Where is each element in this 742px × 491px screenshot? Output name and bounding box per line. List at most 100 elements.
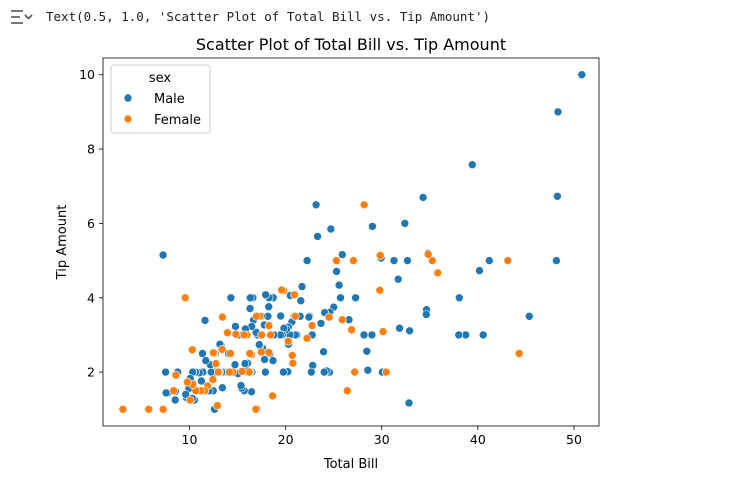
point-male	[198, 349, 207, 358]
point-male	[553, 107, 563, 117]
point-female	[226, 349, 235, 358]
point-male	[158, 250, 168, 260]
point-male	[230, 360, 240, 370]
point-male	[454, 330, 464, 340]
point-male	[404, 398, 414, 408]
point-male	[577, 70, 587, 79]
point-female	[217, 345, 227, 354]
point-male	[181, 390, 190, 399]
legend-label-male: Male	[154, 92, 185, 107]
point-female	[349, 256, 358, 265]
point-female	[375, 251, 385, 260]
point-female	[347, 325, 356, 335]
point-male	[261, 290, 270, 300]
point-male	[319, 367, 329, 377]
point-male	[260, 355, 269, 364]
x-tick-label: 30	[374, 432, 390, 447]
point-male	[316, 319, 326, 328]
point-male	[336, 293, 345, 303]
point-male	[359, 330, 369, 340]
point-male	[261, 367, 270, 377]
legend: sex Male Female	[110, 64, 211, 134]
point-male	[170, 395, 180, 405]
point-female	[514, 349, 524, 358]
point-male	[197, 376, 206, 386]
point-female	[264, 348, 274, 357]
y-tick-label: 10	[79, 67, 95, 82]
point-male	[552, 256, 561, 265]
point-female	[180, 293, 190, 303]
point-female	[239, 330, 249, 340]
point-female	[283, 336, 293, 346]
point-male	[337, 250, 347, 259]
point-male	[395, 323, 404, 333]
point-female	[378, 327, 388, 336]
point-male	[302, 256, 312, 265]
y-tick-label: 6	[87, 216, 95, 231]
legend-label-female: Female	[154, 113, 201, 128]
point-female	[287, 351, 297, 360]
point-female	[257, 330, 267, 340]
point-female	[268, 391, 277, 401]
point-male	[454, 293, 464, 303]
point-male	[254, 340, 264, 349]
point-male	[403, 256, 412, 265]
legend-box	[110, 64, 211, 134]
point-female	[302, 333, 312, 343]
point-male	[326, 224, 336, 234]
point-female	[266, 330, 275, 340]
point-male	[393, 274, 403, 284]
point-female	[251, 404, 261, 414]
point-male	[279, 367, 288, 377]
y-axis-label: Tip Amount	[55, 205, 70, 281]
point-female	[144, 404, 153, 414]
point-male	[311, 200, 321, 210]
point-female	[290, 311, 300, 321]
point-male	[363, 365, 373, 375]
point-female	[213, 401, 222, 410]
point-male	[362, 346, 372, 356]
x-tick-label: 10	[182, 432, 198, 447]
point-female	[237, 367, 247, 376]
legend-marker-female	[123, 114, 133, 124]
point-female	[245, 349, 255, 358]
y-tick-label: 2	[87, 365, 95, 380]
point-female	[290, 290, 299, 300]
point-female	[264, 321, 274, 330]
point-female	[359, 200, 369, 210]
point-female	[288, 358, 298, 368]
point-male	[231, 322, 240, 331]
legend-title: sex	[149, 71, 172, 86]
point-male	[400, 219, 410, 228]
point-female	[342, 386, 352, 396]
output-collapse-icon[interactable]	[8, 8, 34, 28]
point-male	[264, 302, 274, 312]
point-female	[423, 250, 433, 259]
point-female	[225, 367, 234, 377]
x-axis: 10 20 30 40 50	[182, 426, 582, 447]
point-male	[467, 160, 477, 169]
point-male	[418, 193, 428, 202]
point-female	[185, 395, 195, 405]
point-male	[478, 330, 488, 340]
point-male	[276, 311, 286, 321]
point-male	[313, 232, 322, 241]
point-female	[169, 386, 178, 396]
point-female	[214, 367, 223, 377]
point-male	[421, 310, 431, 319]
point-male	[296, 296, 306, 306]
point-female	[433, 268, 443, 278]
point-female	[208, 375, 218, 384]
point-male	[218, 383, 227, 393]
point-female	[427, 256, 437, 265]
x-tick-label: 50	[566, 432, 582, 447]
point-male	[246, 293, 255, 303]
point-male	[268, 356, 278, 365]
point-male	[553, 192, 562, 201]
point-male	[367, 330, 377, 340]
point-male	[161, 388, 171, 398]
point-male	[236, 381, 246, 390]
point-female	[503, 256, 513, 265]
point-female	[252, 311, 261, 321]
point-female	[209, 348, 218, 358]
